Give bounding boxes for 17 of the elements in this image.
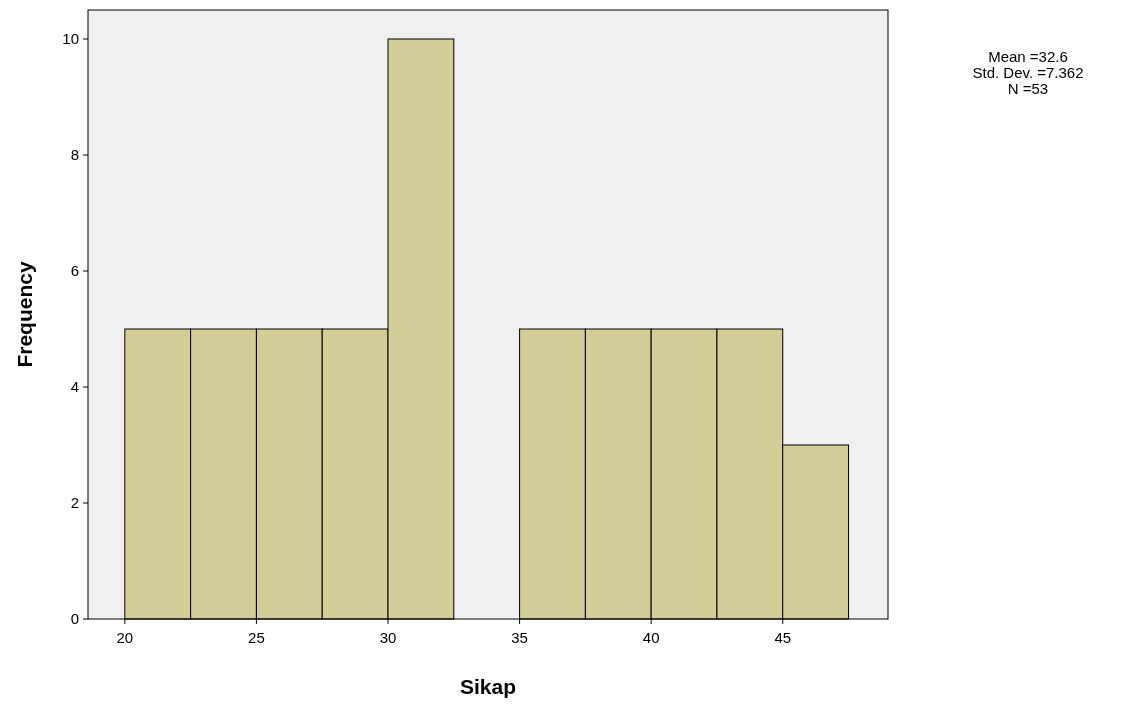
x-tick-label: 45 [774, 629, 792, 646]
text: Std. Dev. =7.362 [972, 64, 1084, 81]
y-tick-label: 2 [70, 494, 79, 511]
y-axis-title: Frequency [13, 261, 36, 368]
x-axis-title: Sikap [459, 675, 517, 698]
y-tick-label: 10 [62, 30, 79, 47]
text: Mean =32.6 [988, 48, 1068, 65]
x-tick-label: 20 [116, 629, 134, 646]
x-tick-label: 35 [511, 629, 528, 646]
y-tick-label: 4 [70, 378, 79, 395]
x-tick-label: 40 [642, 629, 660, 646]
y-tick-label: 8 [70, 146, 79, 163]
x-tick-label: 30 [379, 629, 397, 646]
text: N =53 [1007, 80, 1049, 97]
y-tick-label: 0 [70, 610, 79, 627]
y-tick-label: 6 [70, 262, 79, 279]
x-tick-label: 25 [248, 629, 265, 646]
